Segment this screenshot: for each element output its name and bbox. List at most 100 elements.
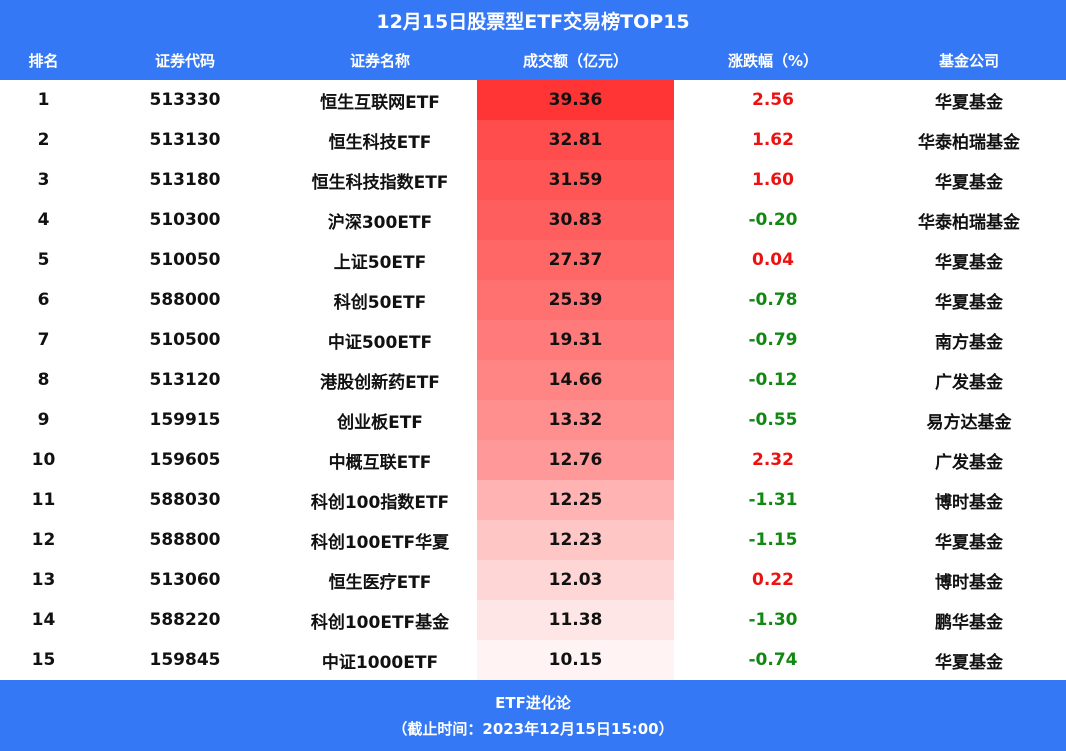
- company-cell: 华泰柏瑞基金: [918, 132, 1020, 153]
- name-cell: 科创100ETF基金: [310, 612, 450, 633]
- code-cell: 588000: [149, 290, 221, 310]
- rank-cell: 1: [37, 90, 50, 110]
- rank-cell: 13: [31, 570, 56, 590]
- name-cell: 科创100ETF华夏: [310, 532, 450, 553]
- name-cell: 科创50ETF: [333, 292, 427, 313]
- name-cell: 港股创新药ETF: [320, 372, 440, 393]
- table-row: 5 510050 上证50ETF 27.37 0.04 华夏基金: [0, 240, 1066, 280]
- volume-cell: 12.25: [477, 480, 674, 520]
- volume-cell: 11.38: [477, 600, 674, 640]
- code-cell: 510500: [149, 330, 221, 350]
- change-cell: -1.30: [748, 610, 798, 630]
- rank-cell: 3: [37, 170, 50, 190]
- change-cell: 2.32: [752, 450, 794, 470]
- change-cell: 1.62: [752, 130, 794, 150]
- name-cell: 中证1000ETF: [321, 652, 439, 673]
- company-cell: 博时基金: [935, 492, 1003, 513]
- volume-cell: 31.59: [477, 160, 674, 200]
- company-cell: 华夏基金: [935, 172, 1003, 193]
- change-cell: -0.79: [748, 330, 798, 350]
- code-cell: 513060: [149, 570, 221, 590]
- company-cell: 博时基金: [935, 572, 1003, 593]
- company-cell: 广发基金: [935, 372, 1003, 393]
- change-cell: -0.55: [748, 410, 798, 430]
- chart-title: 12月15日股票型ETF交易榜TOP15: [0, 0, 1066, 40]
- code-cell: 159845: [149, 650, 221, 670]
- code-cell: 513130: [149, 130, 221, 150]
- volume-cell: 12.76: [477, 440, 674, 480]
- table-row: 3 513180 恒生科技指数ETF 31.59 1.60 华夏基金: [0, 160, 1066, 200]
- company-cell: 华泰柏瑞基金: [918, 212, 1020, 233]
- code-cell: 159915: [149, 410, 221, 430]
- column-header-company: 基金公司: [938, 51, 999, 70]
- rank-cell: 5: [37, 250, 50, 270]
- name-cell: 恒生科技指数ETF: [311, 172, 449, 193]
- table-row: 15 159845 中证1000ETF 10.15 -0.74 华夏基金: [0, 640, 1066, 680]
- company-cell: 鹏华基金: [935, 612, 1003, 633]
- code-cell: 513180: [149, 170, 221, 190]
- rank-cell: 10: [31, 450, 56, 470]
- rank-cell: 7: [37, 330, 50, 350]
- volume-cell: 19.31: [477, 320, 674, 360]
- column-header-code: 证券代码: [154, 51, 215, 70]
- rank-cell: 4: [37, 210, 50, 230]
- footer: ETF进化论 （截止时间：2023年12月15日15:00）: [0, 680, 1066, 751]
- company-cell: 华夏基金: [935, 652, 1003, 673]
- change-cell: -0.12: [748, 370, 798, 390]
- table-row: 9 159915 创业板ETF 13.32 -0.55 易方达基金: [0, 400, 1066, 440]
- code-cell: 588800: [149, 530, 221, 550]
- name-cell: 中证500ETF: [327, 332, 433, 353]
- company-cell: 华夏基金: [935, 252, 1003, 273]
- column-header-name: 证券名称: [349, 51, 410, 70]
- table-row: 10 159605 中概互联ETF 12.76 2.32 广发基金: [0, 440, 1066, 480]
- footer-cutoff-time: （截止时间：2023年12月15日15:00）: [392, 719, 674, 738]
- table-row: 14 588220 科创100ETF基金 11.38 -1.30 鹏华基金: [0, 600, 1066, 640]
- name-cell: 恒生医疗ETF: [328, 572, 432, 593]
- rank-cell: 12: [31, 530, 56, 550]
- change-cell: 1.60: [752, 170, 794, 190]
- volume-cell: 12.23: [477, 520, 674, 560]
- volume-cell: 12.03: [477, 560, 674, 600]
- change-cell: 0.22: [752, 570, 794, 590]
- company-cell: 华夏基金: [935, 92, 1003, 113]
- volume-cell: 27.37: [477, 240, 674, 280]
- change-cell: -0.20: [748, 210, 798, 230]
- code-cell: 513330: [149, 90, 221, 110]
- rank-cell: 2: [37, 130, 50, 150]
- table-row: 12 588800 科创100ETF华夏 12.23 -1.15 华夏基金: [0, 520, 1066, 560]
- name-cell: 沪深300ETF: [327, 212, 433, 233]
- change-cell: -0.78: [748, 290, 798, 310]
- volume-cell: 13.32: [477, 400, 674, 440]
- change-cell: -1.15: [748, 530, 798, 550]
- table-row: 8 513120 港股创新药ETF 14.66 -0.12 广发基金: [0, 360, 1066, 400]
- volume-cell: 25.39: [477, 280, 674, 320]
- table-row: 2 513130 恒生科技ETF 32.81 1.62 华泰柏瑞基金: [0, 120, 1066, 160]
- company-cell: 广发基金: [935, 452, 1003, 473]
- name-cell: 创业板ETF: [337, 412, 423, 433]
- rank-cell: 11: [31, 490, 56, 510]
- company-cell: 华夏基金: [935, 292, 1003, 313]
- column-header-rank: 排名: [28, 51, 59, 70]
- table-header: 排名 证券代码 证券名称 成交额（亿元） 涨跌幅（%） 基金公司: [0, 40, 1066, 80]
- table-row: 11 588030 科创100指数ETF 12.25 -1.31 博时基金: [0, 480, 1066, 520]
- rank-cell: 9: [37, 410, 50, 430]
- table-row: 4 510300 沪深300ETF 30.83 -0.20 华泰柏瑞基金: [0, 200, 1066, 240]
- table-row: 1 513330 恒生互联网ETF 39.36 2.56 华夏基金: [0, 80, 1066, 120]
- rank-cell: 15: [31, 650, 56, 670]
- volume-cell: 32.81: [477, 120, 674, 160]
- table-row: 13 513060 恒生医疗ETF 12.03 0.22 博时基金: [0, 560, 1066, 600]
- company-cell: 易方达基金: [926, 412, 1012, 433]
- column-header-change: 涨跌幅（%）: [727, 51, 819, 70]
- table-row: 6 588000 科创50ETF 25.39 -0.78 华夏基金: [0, 280, 1066, 320]
- name-cell: 恒生互联网ETF: [320, 92, 440, 113]
- table-body: 1 513330 恒生互联网ETF 39.36 2.56 华夏基金 2 513130 恒生科技E…: [0, 80, 1066, 680]
- change-cell: 0.04: [752, 250, 794, 270]
- name-cell: 上证50ETF: [333, 252, 427, 273]
- rank-cell: 8: [37, 370, 50, 390]
- company-cell: 南方基金: [935, 332, 1003, 353]
- volume-cell: 14.66: [477, 360, 674, 400]
- volume-cell: 39.36: [477, 80, 674, 120]
- name-cell: 科创100指数ETF: [310, 492, 450, 513]
- column-header-volume: 成交额（亿元）: [522, 51, 628, 70]
- rank-cell: 14: [31, 610, 56, 630]
